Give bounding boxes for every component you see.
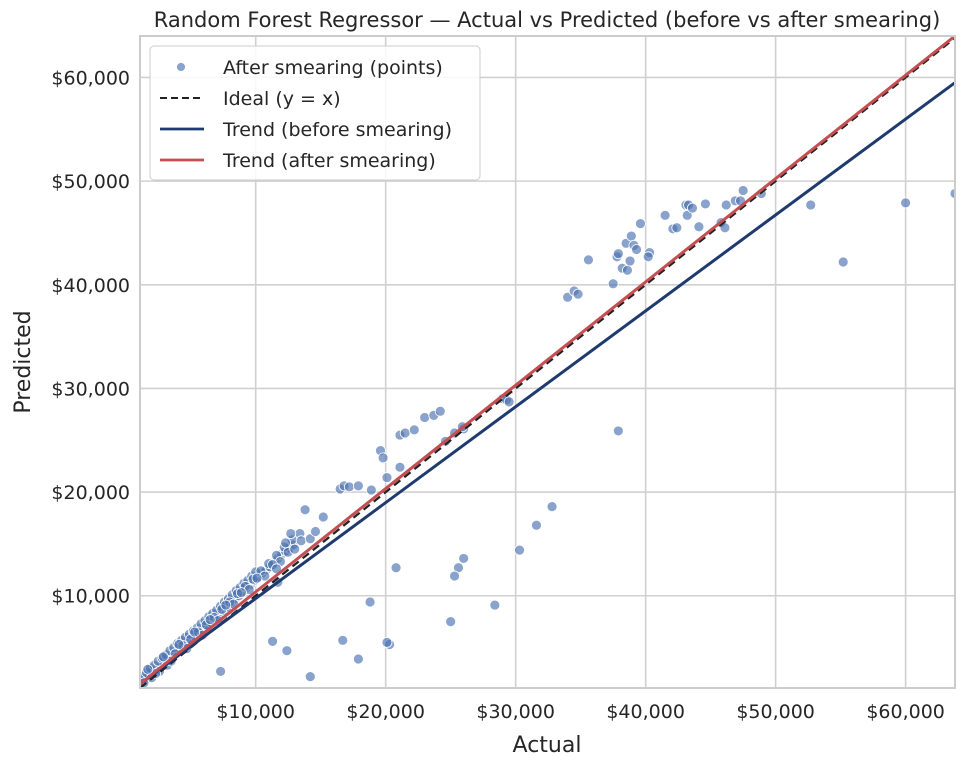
scatter-point (377, 452, 389, 464)
y-axis-title: Predicted (11, 310, 36, 413)
scatter-point (419, 412, 431, 423)
scatter-point (304, 533, 316, 545)
y-tick-label: $10,000 (51, 586, 130, 608)
x-tick-label: $20,000 (346, 701, 425, 723)
scatter-point (503, 396, 515, 408)
scatter-point (737, 185, 749, 196)
scatter-point (280, 537, 291, 549)
scatter-point (343, 481, 355, 493)
legend-label-trend-after: Trend (after smearing) (222, 150, 436, 172)
legend-marker-points (176, 62, 186, 72)
scatter-point (693, 221, 705, 233)
scatter-point (700, 198, 711, 210)
scatter-point (949, 188, 955, 199)
scatter-point (612, 248, 624, 260)
scatter-point (365, 484, 377, 496)
scatter-point (720, 199, 732, 211)
scatter-point (352, 480, 364, 492)
scatter-point (352, 653, 364, 665)
scatter-point (546, 501, 558, 513)
scatter-point (434, 405, 446, 417)
chart-title: Random Forest Regressor — Actual vs Pred… (154, 8, 941, 32)
scatter-point (142, 663, 154, 675)
x-tick-label: $40,000 (606, 701, 685, 723)
y-tick-label: $30,000 (51, 378, 130, 400)
scatter-point (204, 614, 216, 625)
scatter-point (562, 291, 574, 303)
scatter-point (805, 199, 817, 211)
scatter-point (381, 636, 393, 648)
legend-label-points: After smearing (points) (223, 57, 443, 79)
x-tick-label: $60,000 (866, 701, 945, 723)
scatter-point (445, 616, 457, 628)
scatter-point (285, 528, 297, 539)
y-axis-ticks: $10,000 $20,000 $30,000 $40,000 $50,000 $60,0… (51, 67, 130, 607)
legend: After smearing (points) Ideal (y = x) Tr… (149, 45, 481, 181)
scatter-point (317, 511, 329, 523)
scatter-point (622, 264, 633, 276)
scatter-point (394, 461, 406, 473)
scatter-point (157, 651, 169, 663)
ideal-line (140, 37, 955, 688)
scatter-point (607, 278, 619, 290)
scatter-point (381, 472, 393, 483)
x-tick-label: $10,000 (216, 701, 295, 723)
x-tick-label: $50,000 (736, 701, 815, 723)
scatter-point (624, 255, 636, 267)
x-tick-label: $30,000 (476, 701, 555, 723)
scatter-point (612, 425, 624, 437)
scatter-point (659, 209, 671, 221)
scatter-point (900, 197, 912, 209)
scatter-point (399, 427, 411, 439)
legend-label-ideal: Ideal (y = x) (223, 88, 341, 110)
scatter-point (337, 634, 349, 646)
scatter-point (671, 222, 683, 234)
scatter-point (364, 596, 376, 608)
trend-before-line (140, 81, 955, 686)
scatter-point (458, 553, 470, 564)
scatter-point (531, 519, 542, 531)
x-axis-ticks: $10,000 $20,000 $30,000 $40,000 $50,000 $60,0… (216, 701, 944, 723)
scatter-point (635, 218, 646, 230)
scatter-point (267, 635, 278, 647)
scatter-point (572, 288, 584, 300)
scatter-point (408, 424, 420, 436)
x-axis-title: Actual (513, 733, 582, 758)
scatter-point (173, 639, 185, 650)
scatter-point (304, 671, 316, 682)
y-tick-label: $20,000 (51, 482, 130, 504)
scatter-point (390, 562, 402, 574)
scatter-point (449, 570, 460, 582)
scatter-point (583, 254, 594, 266)
y-tick-label: $50,000 (51, 171, 130, 193)
scatter-point (220, 599, 232, 611)
scatter-point (625, 230, 637, 242)
scatter-point (837, 256, 849, 268)
scatter-point (310, 526, 321, 537)
plot-frame (139, 35, 956, 689)
y-tick-label: $60,000 (51, 67, 130, 89)
scatter-point (295, 535, 307, 547)
y-tick-label: $40,000 (51, 275, 130, 297)
scatter-point (631, 244, 642, 255)
scatter-point (215, 666, 226, 677)
legend-box (149, 45, 481, 181)
scatter-point (189, 626, 200, 638)
trend-after-line (140, 36, 955, 686)
scatter-point (289, 543, 301, 555)
scatter-point (687, 202, 698, 214)
scatter-point (681, 209, 693, 221)
scatter-point (281, 645, 293, 657)
scatter-point (489, 599, 501, 611)
scatter-point (251, 572, 263, 584)
scatter-point (642, 251, 654, 263)
scatter-point (299, 504, 311, 516)
scatter-point (235, 587, 247, 599)
plot-area (140, 36, 955, 688)
line-series (140, 36, 955, 688)
legend-label-trend-before: Trend (before smearing) (222, 119, 452, 141)
scatter-point (514, 544, 525, 556)
